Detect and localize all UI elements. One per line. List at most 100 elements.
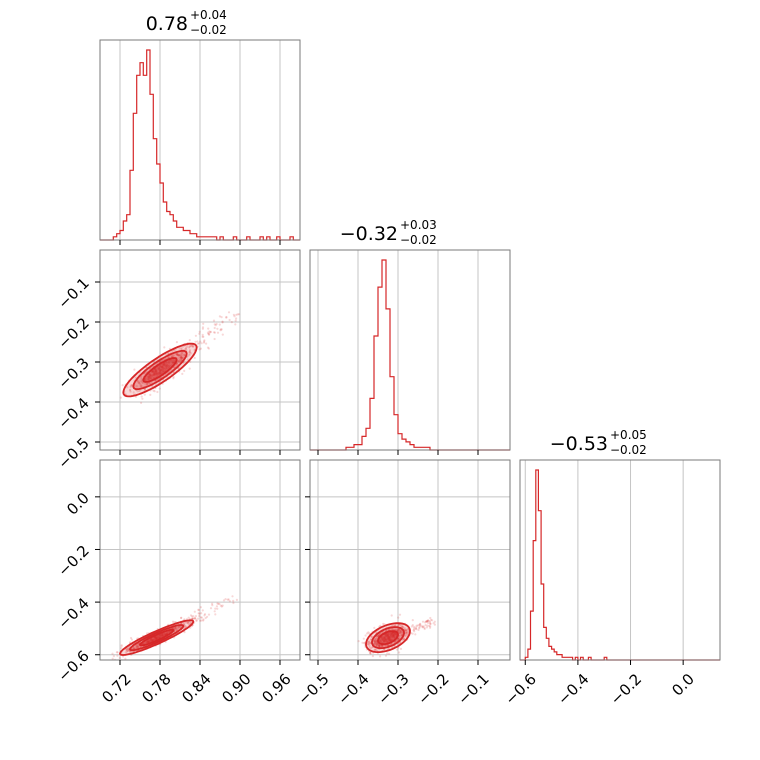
sample-point [373,642,376,646]
sample-point [399,630,402,633]
y-tick-label: −0.5 [54,434,92,472]
y-tick-label: −0.4 [54,394,92,432]
sample-point [216,607,219,610]
sample-point [127,647,130,650]
sample-point [138,382,141,385]
sample-point [433,623,436,626]
sample-point [181,353,184,356]
sample-point [378,644,381,648]
sample-point [140,379,143,382]
sample-point [212,331,216,334]
sample-point [207,332,210,335]
sample-point [124,657,127,660]
sample-point [137,380,140,383]
sample-point [208,333,211,336]
sample-point [404,631,407,635]
sample-point [422,625,425,628]
sample-point [192,617,195,621]
sample-point [112,655,115,658]
sample-point [141,382,145,385]
sample-point [233,315,236,318]
sample-point [199,616,202,619]
sample-point [183,631,186,634]
y-tick-label: 0.0 [63,489,93,519]
y-tick-label: −0.3 [54,354,92,392]
sample-point [374,644,378,647]
sample-point [180,356,183,359]
y-tick-label: −0.4 [54,594,92,632]
sample-point [420,624,423,628]
sample-point [421,620,425,623]
sample-point [146,632,149,635]
sample-point [140,384,143,387]
sample-point [376,643,379,646]
sample-point [421,625,424,629]
sample-point [371,655,374,658]
x-tick-label: −0.4 [554,670,592,708]
sample-point [397,638,400,641]
sample-point [188,367,191,370]
sample-point [136,379,139,382]
sample-point [400,624,403,628]
sample-point [153,390,156,393]
sample-point [92,415,94,417]
sample-point [377,643,380,646]
sample-point [401,625,404,628]
x-tick-label: −0.3 [374,670,412,708]
sample-point [395,639,398,642]
sample-point [234,323,237,326]
sample-point [180,616,183,620]
sample-point [182,622,185,625]
sample-point [367,643,370,646]
sample-point [418,623,421,626]
sample-point [198,330,201,333]
sample-point [207,347,210,350]
sample-point [410,625,413,628]
title-lower-error: −0.02 [400,233,437,247]
sample-point [191,344,194,347]
sample-point [201,326,205,329]
histogram-panel [309,249,511,451]
sample-point [132,647,135,650]
sample-point [426,619,429,623]
sample-point [364,634,367,637]
sample-point [194,617,197,620]
sample-point [373,626,376,630]
sample-point [378,644,381,647]
sample-point [158,387,161,390]
sample-point [421,626,424,629]
sample-point [133,646,136,649]
sample-point [220,605,223,608]
sample-point [433,620,436,623]
sample-point [126,649,129,653]
sample-point [118,656,121,660]
sample-point [399,630,402,633]
sample-point [198,612,201,615]
sample-point [179,356,182,359]
panel-grid [100,250,300,450]
sample-point [180,357,183,361]
contour-line [129,624,185,652]
sample-point [130,384,133,387]
sample-point [403,638,406,641]
sample-point [202,341,206,344]
sample-point [180,348,183,351]
sample-point [375,649,379,652]
sample-point [397,637,400,640]
sample-point [156,378,159,381]
sample-point [111,652,114,655]
sample-point [221,320,224,323]
sample-point [173,366,176,369]
sample-point [397,616,400,619]
sample-point [214,607,217,610]
x-tick-label: 0.72 [98,670,134,706]
sample-point [146,383,149,386]
sample-point [220,316,223,319]
sample-point [172,377,175,380]
sample-point [178,354,181,357]
sample-point [183,353,186,356]
sample-point [425,620,428,623]
sample-point [394,628,397,631]
sample-point [425,620,428,623]
sample-point [405,629,408,632]
